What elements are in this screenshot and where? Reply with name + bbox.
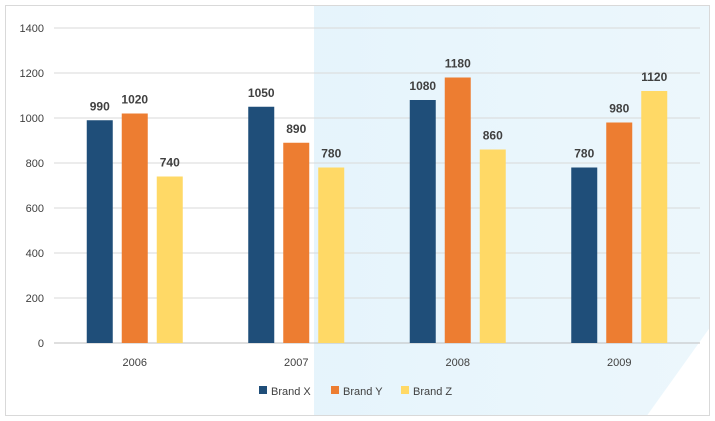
bar-brand-z-2006 — [156, 176, 183, 343]
data-label: 780 — [574, 147, 594, 161]
bar-brand-y-2008 — [444, 77, 471, 343]
y-tick-label: 400 — [26, 248, 44, 260]
y-tick-label: 0 — [38, 338, 44, 350]
data-label: 740 — [160, 156, 180, 170]
y-tick-label: 200 — [26, 293, 44, 305]
data-label: 890 — [286, 122, 306, 136]
data-label: 1120 — [641, 70, 667, 84]
bar-brand-x-2008 — [409, 100, 436, 343]
x-category-label: 2009 — [607, 357, 631, 369]
x-category-label: 2006 — [123, 357, 147, 369]
y-tick-label: 600 — [26, 203, 44, 215]
x-category-label: 2007 — [284, 357, 308, 369]
bar-brand-x-2009 — [571, 167, 598, 343]
y-tick-label: 1400 — [20, 23, 44, 35]
legend-swatch — [331, 386, 339, 394]
y-tick-label: 800 — [26, 158, 44, 170]
bar-brand-y-2006 — [121, 113, 148, 343]
data-label: 860 — [483, 129, 503, 143]
bar-brand-y-2007 — [283, 142, 310, 343]
legend-label: Brand X — [271, 386, 311, 398]
data-label: 1180 — [445, 57, 471, 71]
data-label: 780 — [321, 147, 341, 161]
bar-brand-z-2007 — [318, 167, 345, 343]
bar-brand-z-2009 — [641, 91, 668, 343]
data-label: 1050 — [248, 86, 275, 100]
bar-brand-x-2007 — [248, 106, 275, 343]
legend-swatch — [401, 386, 409, 394]
legend-label: Brand Z — [413, 386, 452, 398]
x-category-label: 2008 — [446, 357, 470, 369]
bar-brand-z-2008 — [479, 149, 506, 343]
bar-chart: 0 200 400 600 800 1000 1200 1400 990 1020 740 1050… — [20, 6, 709, 415]
legend-swatch — [259, 386, 267, 394]
bar-brand-y-2009 — [606, 122, 633, 343]
data-label: 1080 — [409, 79, 436, 93]
y-tick-label: 1200 — [20, 68, 44, 80]
data-label: 980 — [609, 102, 629, 116]
data-label: 990 — [90, 99, 110, 113]
legend-label: Brand Y — [343, 386, 383, 398]
data-label: 1020 — [121, 93, 148, 107]
chart-frame: 0 200 400 600 800 1000 1200 1400 990 1020 740 1050… — [5, 5, 710, 416]
y-tick-label: 1000 — [20, 113, 44, 125]
bar-brand-x-2006 — [86, 120, 113, 343]
